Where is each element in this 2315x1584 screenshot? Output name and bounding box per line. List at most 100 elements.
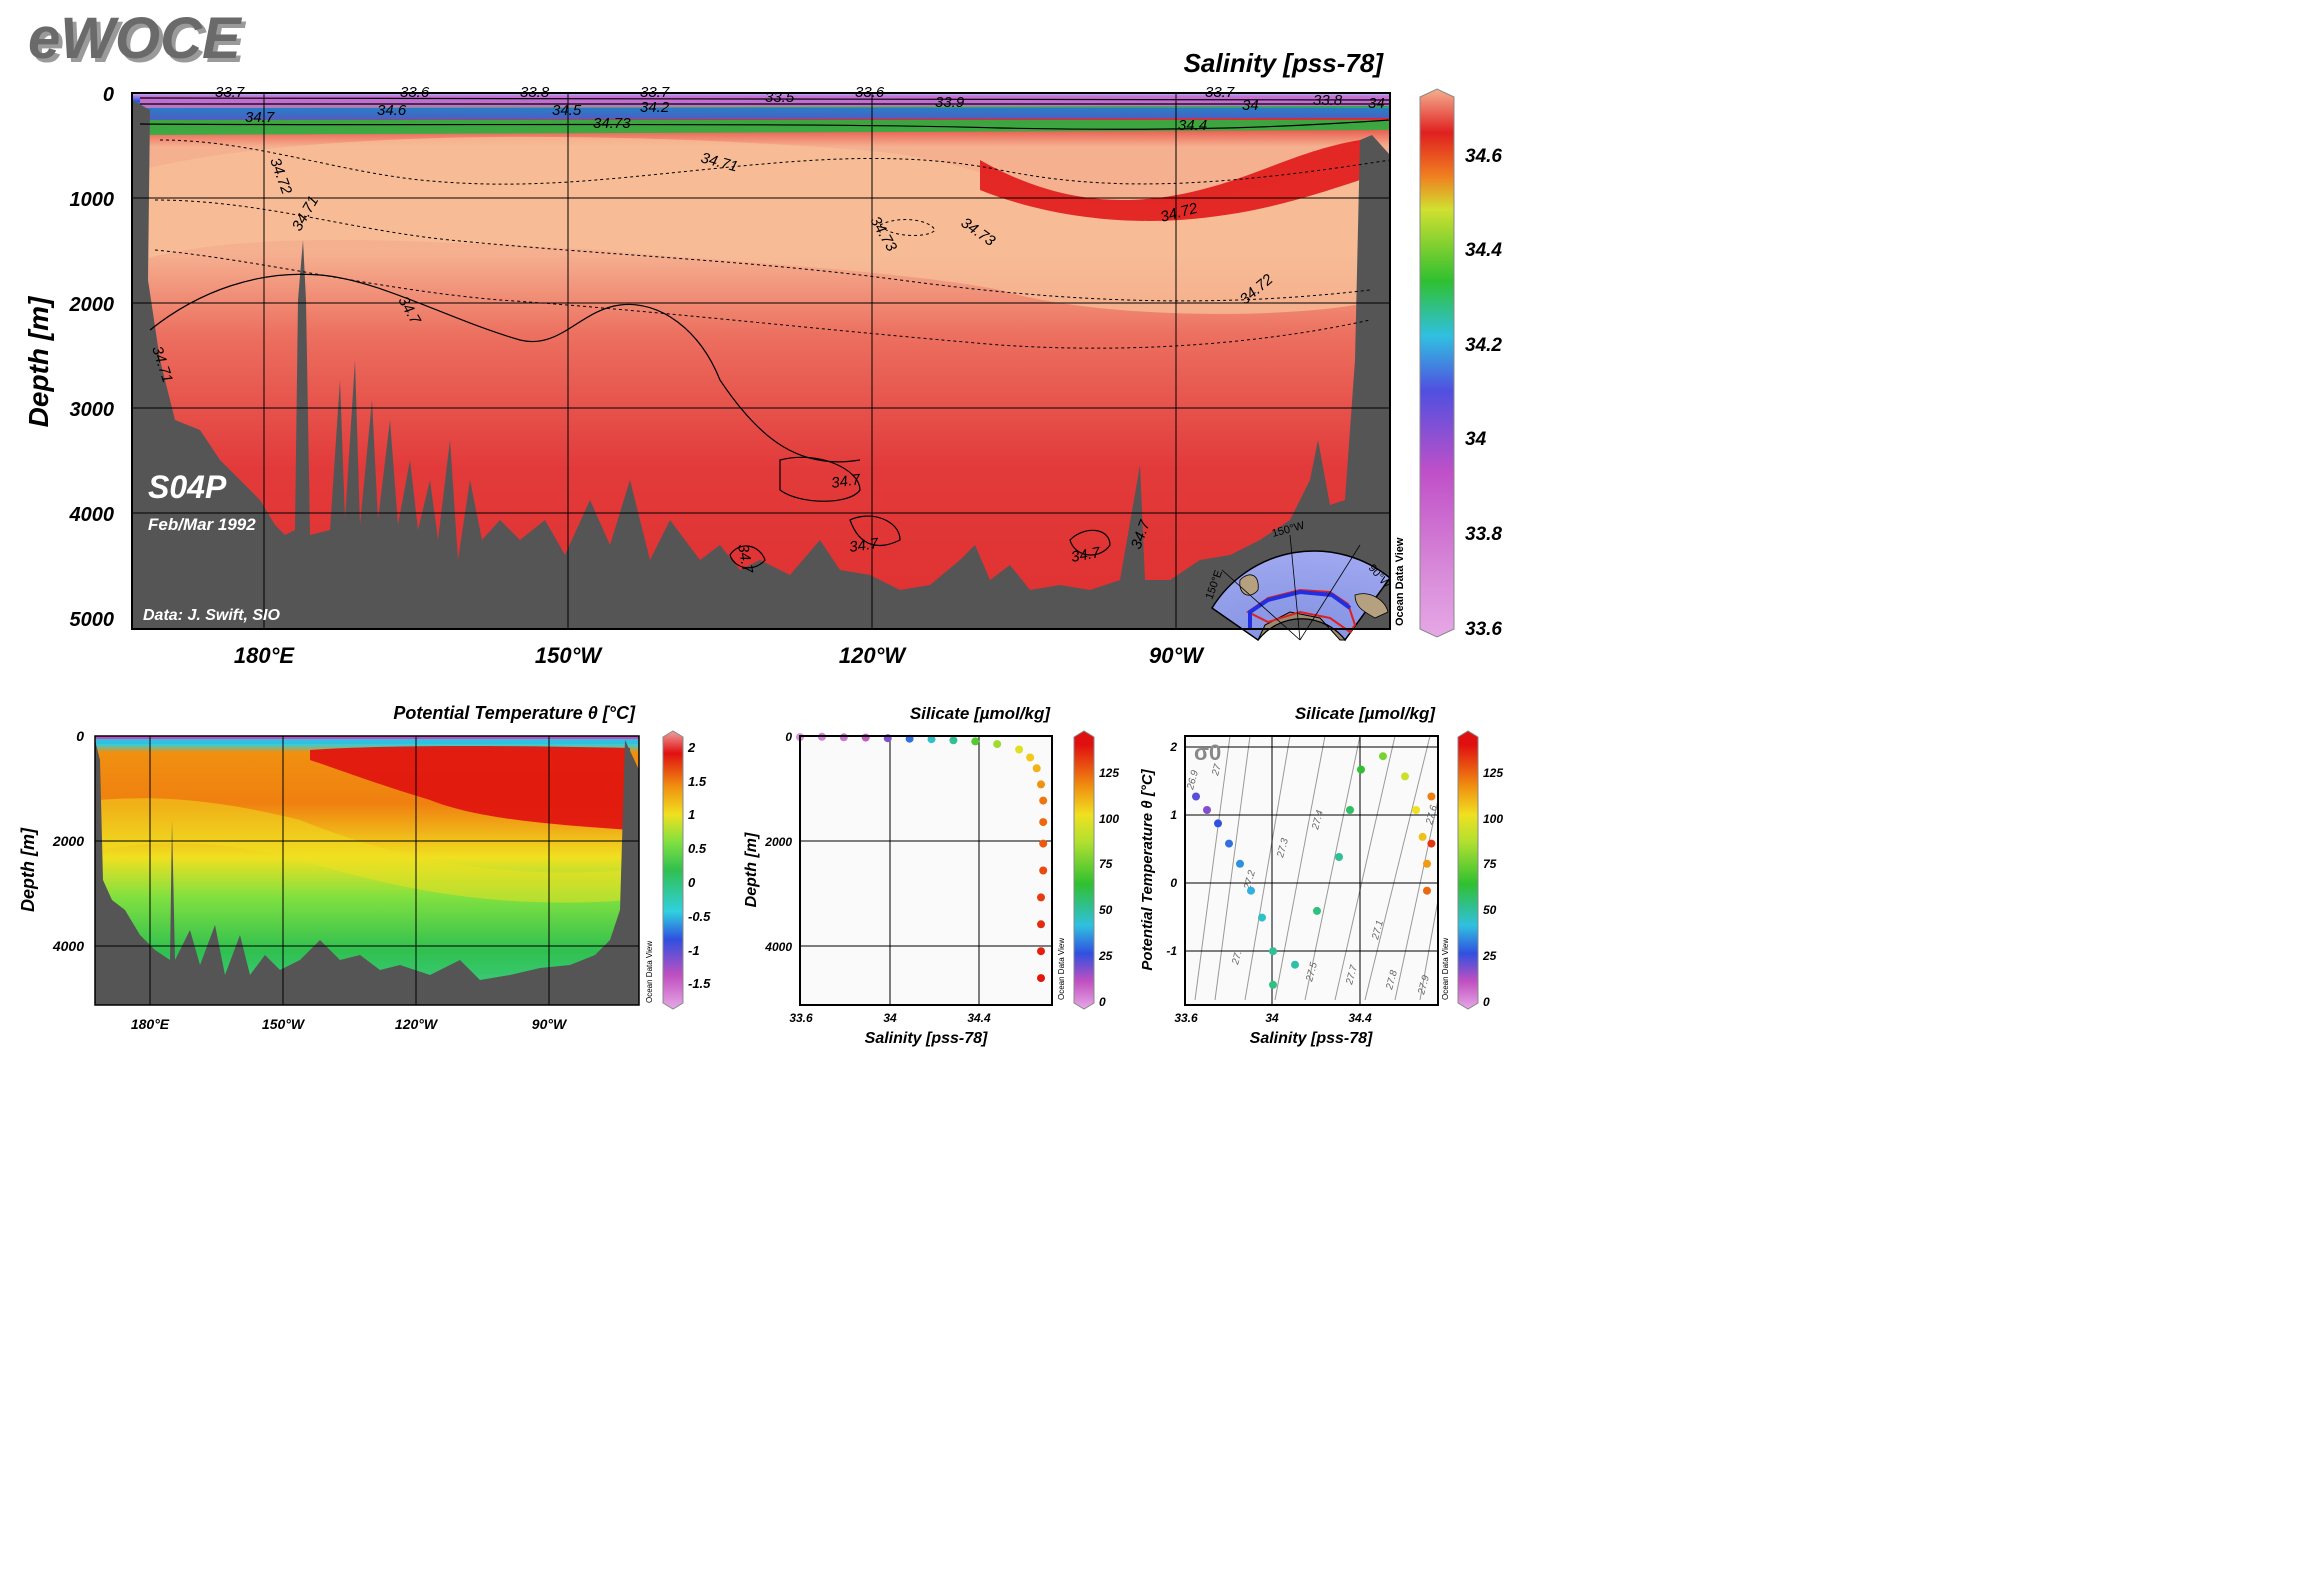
colorbar-tick: -0.5 bbox=[688, 909, 711, 924]
isopycnal-label: 27.7 bbox=[1344, 964, 1360, 987]
colorbar-tick: 0 bbox=[1099, 995, 1106, 1009]
scatter-point bbox=[1346, 806, 1354, 814]
ts-colorbar bbox=[1457, 730, 1479, 1010]
x-tick-label: 33.6 bbox=[1174, 1011, 1198, 1025]
scatter-point bbox=[1032, 764, 1041, 773]
logo-shadow: eWOCE bbox=[32, 10, 247, 75]
colorbar-tick: 2 bbox=[687, 740, 696, 755]
y-tick-label: 1000 bbox=[70, 189, 115, 211]
scatter-point bbox=[1039, 796, 1048, 805]
ts-yticks: 2 1 0 -1 bbox=[1166, 740, 1177, 958]
x-tick-label: 34 bbox=[883, 1011, 897, 1025]
ts-ylabel: Potential Temperature θ [°C] bbox=[1139, 768, 1156, 970]
temp-panel: Potential Temperature θ [°C] Depth [m] 0… bbox=[18, 703, 711, 1032]
colorbar-tick: -1.5 bbox=[688, 976, 711, 991]
temp-ylabel: Depth [m] bbox=[18, 827, 38, 912]
ts-frame bbox=[1184, 735, 1439, 1006]
x-tick-label: 34.4 bbox=[967, 1011, 991, 1025]
contour-label: 33.8 bbox=[1313, 92, 1343, 109]
y-tick-label: 0 bbox=[1170, 876, 1177, 890]
scatter-point bbox=[1313, 906, 1321, 915]
main-ylabel: Depth [m] bbox=[23, 295, 54, 427]
y-tick-label: -1 bbox=[1166, 944, 1177, 958]
colorbar-tick: 0 bbox=[1483, 995, 1490, 1009]
ts-panel: Silicate [µmol/kg] σ0 26.9 27 27.4 27 bbox=[1139, 704, 1503, 1047]
scatter-point bbox=[1269, 947, 1277, 956]
contour-label: 34.5 bbox=[552, 102, 582, 119]
odv-label: Ocean Data View bbox=[1394, 537, 1406, 626]
scatter-point bbox=[1015, 745, 1024, 754]
inset-map: 150°W 90°W 150°E bbox=[1204, 520, 1393, 642]
y-tick-label: 5000 bbox=[70, 609, 115, 631]
profile-frame bbox=[799, 735, 1053, 1006]
profile-colorbar bbox=[1073, 730, 1095, 1010]
colorbar-tick: 34.4 bbox=[1465, 240, 1502, 261]
contour-label: 34.4 bbox=[1178, 117, 1207, 134]
y-tick-label: 1 bbox=[1170, 808, 1177, 822]
profile-colorbar-ticks: 125 100 75 50 25 0 bbox=[1098, 766, 1119, 1009]
y-tick-label: 0 bbox=[103, 84, 114, 106]
main-panel: Salinity [pss-78] bbox=[23, 48, 1502, 668]
y-tick-label: 2000 bbox=[69, 294, 115, 316]
scatter-point bbox=[1236, 859, 1244, 868]
isopycnal-label: 26.9 bbox=[1185, 769, 1201, 792]
temp-xticks: 180°E 150°W 120°W 90°W bbox=[131, 1016, 568, 1032]
colorbar-tick: 1 bbox=[688, 807, 695, 822]
sigma-label: σ0 bbox=[1194, 740, 1221, 765]
isopycnal-label: 27.4 bbox=[1310, 809, 1326, 832]
main-colorbar: 34.6 34.4 34.2 34 33.8 33.6 bbox=[1419, 88, 1502, 640]
scatter-point bbox=[1269, 980, 1277, 989]
colorbar-tick: 1.5 bbox=[688, 774, 707, 789]
temperature-features bbox=[95, 736, 639, 903]
section-name: S04P bbox=[148, 469, 227, 505]
profile-ylabel: Depth [m] bbox=[743, 832, 760, 907]
scatter-point bbox=[1037, 947, 1045, 956]
isopycnal-label: 27.8 bbox=[1384, 969, 1400, 992]
ts-grid bbox=[1185, 736, 1438, 1005]
scatter-point bbox=[1423, 886, 1431, 895]
profile-grid bbox=[800, 736, 1052, 1005]
scatter-point bbox=[1037, 780, 1045, 789]
logo: eWOCE bbox=[28, 6, 243, 71]
scatter-point bbox=[1423, 859, 1431, 868]
bathymetry-main bbox=[132, 100, 1390, 629]
profile-xticks: 33.6 34 34.4 bbox=[789, 1011, 991, 1025]
profile-panel: Silicate [µmol/kg] Depth [m] 0 2000 4000… bbox=[743, 704, 1119, 1047]
isopycnal-label: 27.2 bbox=[1242, 869, 1258, 892]
x-tick-label: 120°W bbox=[395, 1016, 439, 1032]
x-tick-label: 180°E bbox=[234, 643, 296, 668]
bathymetry-temp bbox=[95, 740, 639, 1005]
contour-label: 34.7 bbox=[830, 471, 862, 492]
data-credit: Data: J. Swift, SIO bbox=[143, 607, 280, 624]
colorbar-tick: 34.2 bbox=[1465, 335, 1502, 356]
temp-grid bbox=[95, 736, 639, 1005]
scatter-point bbox=[1401, 772, 1409, 781]
x-tick-label: 34 bbox=[1265, 1011, 1279, 1025]
colorbar-tick: 100 bbox=[1483, 812, 1503, 826]
contour-label: 34.7 bbox=[734, 543, 756, 575]
ts-xticks: 33.6 34 34.4 bbox=[1174, 1011, 1372, 1025]
temp-title: Potential Temperature θ [°C] bbox=[393, 703, 636, 723]
x-tick-label: 180°E bbox=[131, 1016, 170, 1032]
scatter-point bbox=[1258, 913, 1266, 922]
section-date: Feb/Mar 1992 bbox=[148, 515, 256, 534]
main-frame bbox=[131, 92, 1391, 630]
main-yticks: 0 1000 2000 3000 4000 5000 bbox=[69, 84, 115, 631]
scatter-point bbox=[1037, 920, 1045, 929]
odv-label: Ocean Data View bbox=[1441, 938, 1450, 1000]
scatter-point bbox=[1203, 806, 1211, 814]
contour-label: 34.73 bbox=[593, 115, 631, 132]
y-tick-label: 0 bbox=[76, 728, 84, 744]
main-xticks: 180°E 150°W 120°W 90°W bbox=[234, 643, 1205, 668]
colorbar-tick: 25 bbox=[1098, 949, 1113, 963]
isopycnal-label: 27.1 bbox=[1370, 919, 1386, 942]
colorbar-tick: 50 bbox=[1099, 903, 1113, 917]
colorbar-tick: 75 bbox=[1483, 857, 1497, 871]
scatter-point bbox=[1291, 960, 1299, 969]
scatter-point bbox=[1225, 839, 1233, 848]
contour-label: 34.7 bbox=[1070, 544, 1102, 566]
isopycnal-label: 27 bbox=[1210, 763, 1224, 778]
y-tick-label: 0 bbox=[785, 730, 792, 744]
scatter-point bbox=[1379, 752, 1387, 761]
main-grid bbox=[132, 93, 1390, 629]
